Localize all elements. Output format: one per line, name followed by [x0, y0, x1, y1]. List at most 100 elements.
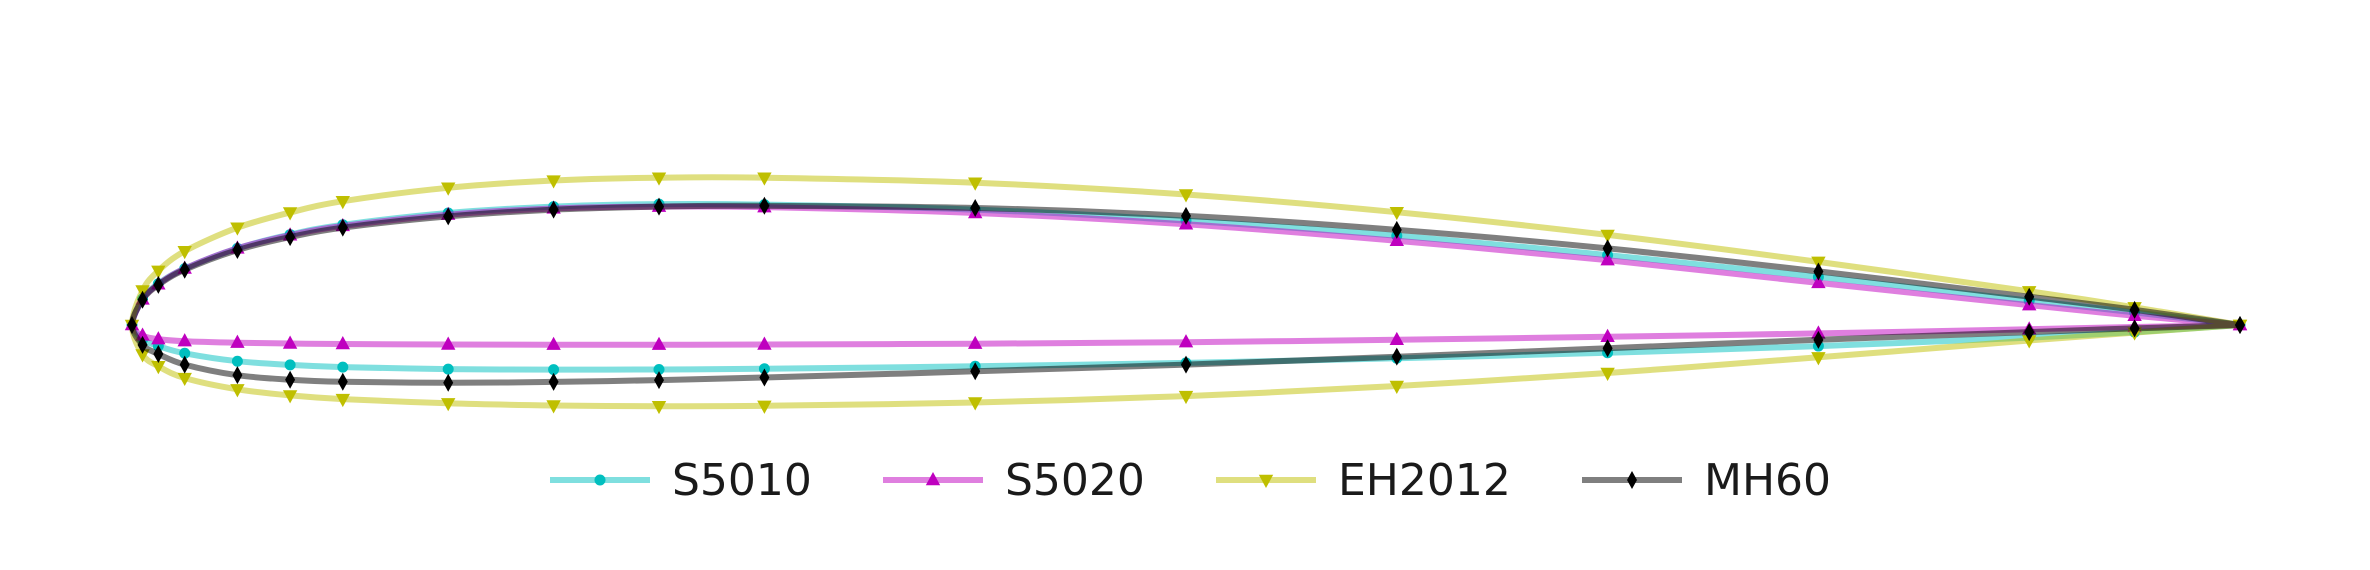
data-point-s5020-31 [1389, 331, 1404, 346]
data-point-eh2012-25 [441, 398, 456, 412]
data-point-mh60-29 [970, 362, 981, 381]
data-point-eh2012-23 [282, 390, 298, 404]
data-point-eh2012-5 [1389, 206, 1404, 221]
data-point-eh2012-21 [177, 372, 192, 387]
series-mh60 [127, 196, 2245, 392]
legend-entry-s5010: S5010 [550, 455, 812, 506]
data-point-mh60-21 [179, 355, 190, 374]
data-point-s5010-27 [653, 363, 665, 375]
data-point-s5020-27 [651, 336, 667, 350]
data-point-mh60-22 [232, 366, 243, 385]
data-point-eh2012-22 [230, 384, 245, 398]
data-point-s5020-20 [151, 331, 166, 345]
data-point-mh60-4 [1602, 239, 1613, 258]
data-point-eh2012-6 [1178, 189, 1194, 203]
data-point-s5010-22 [231, 355, 243, 367]
data-point-mh60-31 [1391, 347, 1402, 366]
data-point-mh60-8 [759, 196, 770, 215]
data-point-s5010-25 [442, 363, 454, 375]
data-point-mh60-17 [137, 290, 148, 309]
legend-marker-s5020 [925, 472, 941, 486]
data-point-eh2012-7 [968, 177, 983, 191]
data-point-eh2012-10 [546, 175, 561, 189]
data-point-s5020-32 [1600, 328, 1615, 342]
data-point-eh2012-19 [135, 349, 150, 363]
data-point-eh2012-31 [1389, 380, 1404, 394]
data-point-eh2012-20 [151, 361, 166, 375]
data-point-s5020-4 [1600, 252, 1615, 266]
data-point-mh60-10 [548, 200, 559, 219]
legend-marker-eh2012 [1258, 474, 1274, 488]
data-point-eh2012-34 [2022, 335, 2037, 349]
data-point-s5020-3 [1811, 274, 1826, 289]
data-point-mh60-36 [2235, 316, 2245, 334]
data-point-mh60-24 [337, 372, 348, 391]
data-point-mh60-33 [1813, 330, 1824, 349]
data-point-mh60-9 [654, 197, 664, 216]
data-point-mh60-16 [153, 275, 164, 294]
data-point-eh2012-26 [546, 400, 561, 414]
legend-entry-mh60: MH60 [1582, 455, 1831, 506]
data-point-mh60-20 [153, 344, 164, 363]
legend: S5010 S5020 EH2012 MH60 [550, 455, 1831, 506]
data-point-eh2012-13 [282, 207, 298, 221]
data-point-s5010-23 [284, 359, 296, 371]
data-point-mh60-30 [1181, 355, 1191, 374]
data-point-eh2012-4 [1600, 229, 1615, 243]
data-point-mh60-34 [2024, 323, 2035, 342]
data-point-mh60-13 [285, 228, 296, 247]
data-point-mh60-12 [337, 218, 348, 237]
data-point-mh60-6 [1181, 206, 1191, 225]
data-point-eh2012-30 [1178, 390, 1194, 405]
data-point-s5020-26 [546, 336, 561, 350]
data-point-s5020-29 [968, 335, 983, 349]
data-point-mh60-15 [179, 260, 190, 279]
data-point-eh2012-14 [230, 222, 245, 236]
data-point-s5010-26 [548, 364, 560, 376]
data-point-s5020-24 [335, 336, 350, 350]
data-point-eh2012-11 [441, 182, 456, 196]
legend-entry-s5020: S5020 [883, 455, 1145, 506]
data-point-s5020-22 [230, 334, 245, 348]
data-point-mh60-25 [443, 373, 454, 392]
legend-label-mh60: MH60 [1704, 455, 1831, 506]
data-point-eh2012-16 [151, 265, 166, 279]
data-point-mh60-7 [970, 198, 981, 217]
data-point-s5010-24 [337, 361, 349, 373]
data-point-mh60-35 [2129, 319, 2140, 338]
data-point-mh60-28 [759, 368, 770, 387]
data-point-s5020-23 [282, 335, 298, 349]
data-point-mh60-2 [2024, 287, 2035, 306]
data-point-s5020-25 [441, 336, 456, 350]
data-point-mh60-14 [232, 241, 243, 260]
data-point-mh60-1 [2129, 300, 2140, 319]
data-point-mh60-3 [1813, 262, 1824, 281]
data-point-eh2012-32 [1600, 367, 1615, 381]
data-point-s5020-21 [177, 333, 192, 347]
data-point-eh2012-29 [968, 397, 983, 411]
data-point-mh60-32 [1602, 339, 1613, 358]
data-point-eh2012-15 [177, 246, 192, 260]
legend-marker-mh60 [1627, 471, 1637, 489]
data-point-eh2012-28 [757, 400, 772, 414]
data-point-mh60-18 [127, 316, 137, 334]
data-point-eh2012-27 [651, 400, 667, 415]
data-point-eh2012-33 [1811, 352, 1826, 366]
legend-label-s5020: S5020 [1005, 455, 1145, 506]
data-point-s5020-5 [1389, 232, 1404, 246]
legend-label-eh2012: EH2012 [1338, 455, 1511, 506]
data-point-mh60-11 [443, 207, 454, 226]
data-point-eh2012-24 [335, 393, 350, 408]
data-point-mh60-5 [1391, 220, 1402, 239]
data-point-s5020-30 [1178, 334, 1194, 348]
data-point-s5020-28 [757, 336, 772, 350]
data-point-mh60-26 [548, 372, 559, 391]
data-point-mh60-19 [137, 335, 148, 354]
plot-area [124, 172, 2248, 415]
data-point-eh2012-8 [757, 172, 772, 186]
data-point-eh2012-9 [651, 172, 667, 186]
legend-entry-eh2012: EH2012 [1216, 455, 1511, 506]
data-point-mh60-27 [654, 371, 664, 390]
data-point-s5010-21 [179, 347, 191, 359]
